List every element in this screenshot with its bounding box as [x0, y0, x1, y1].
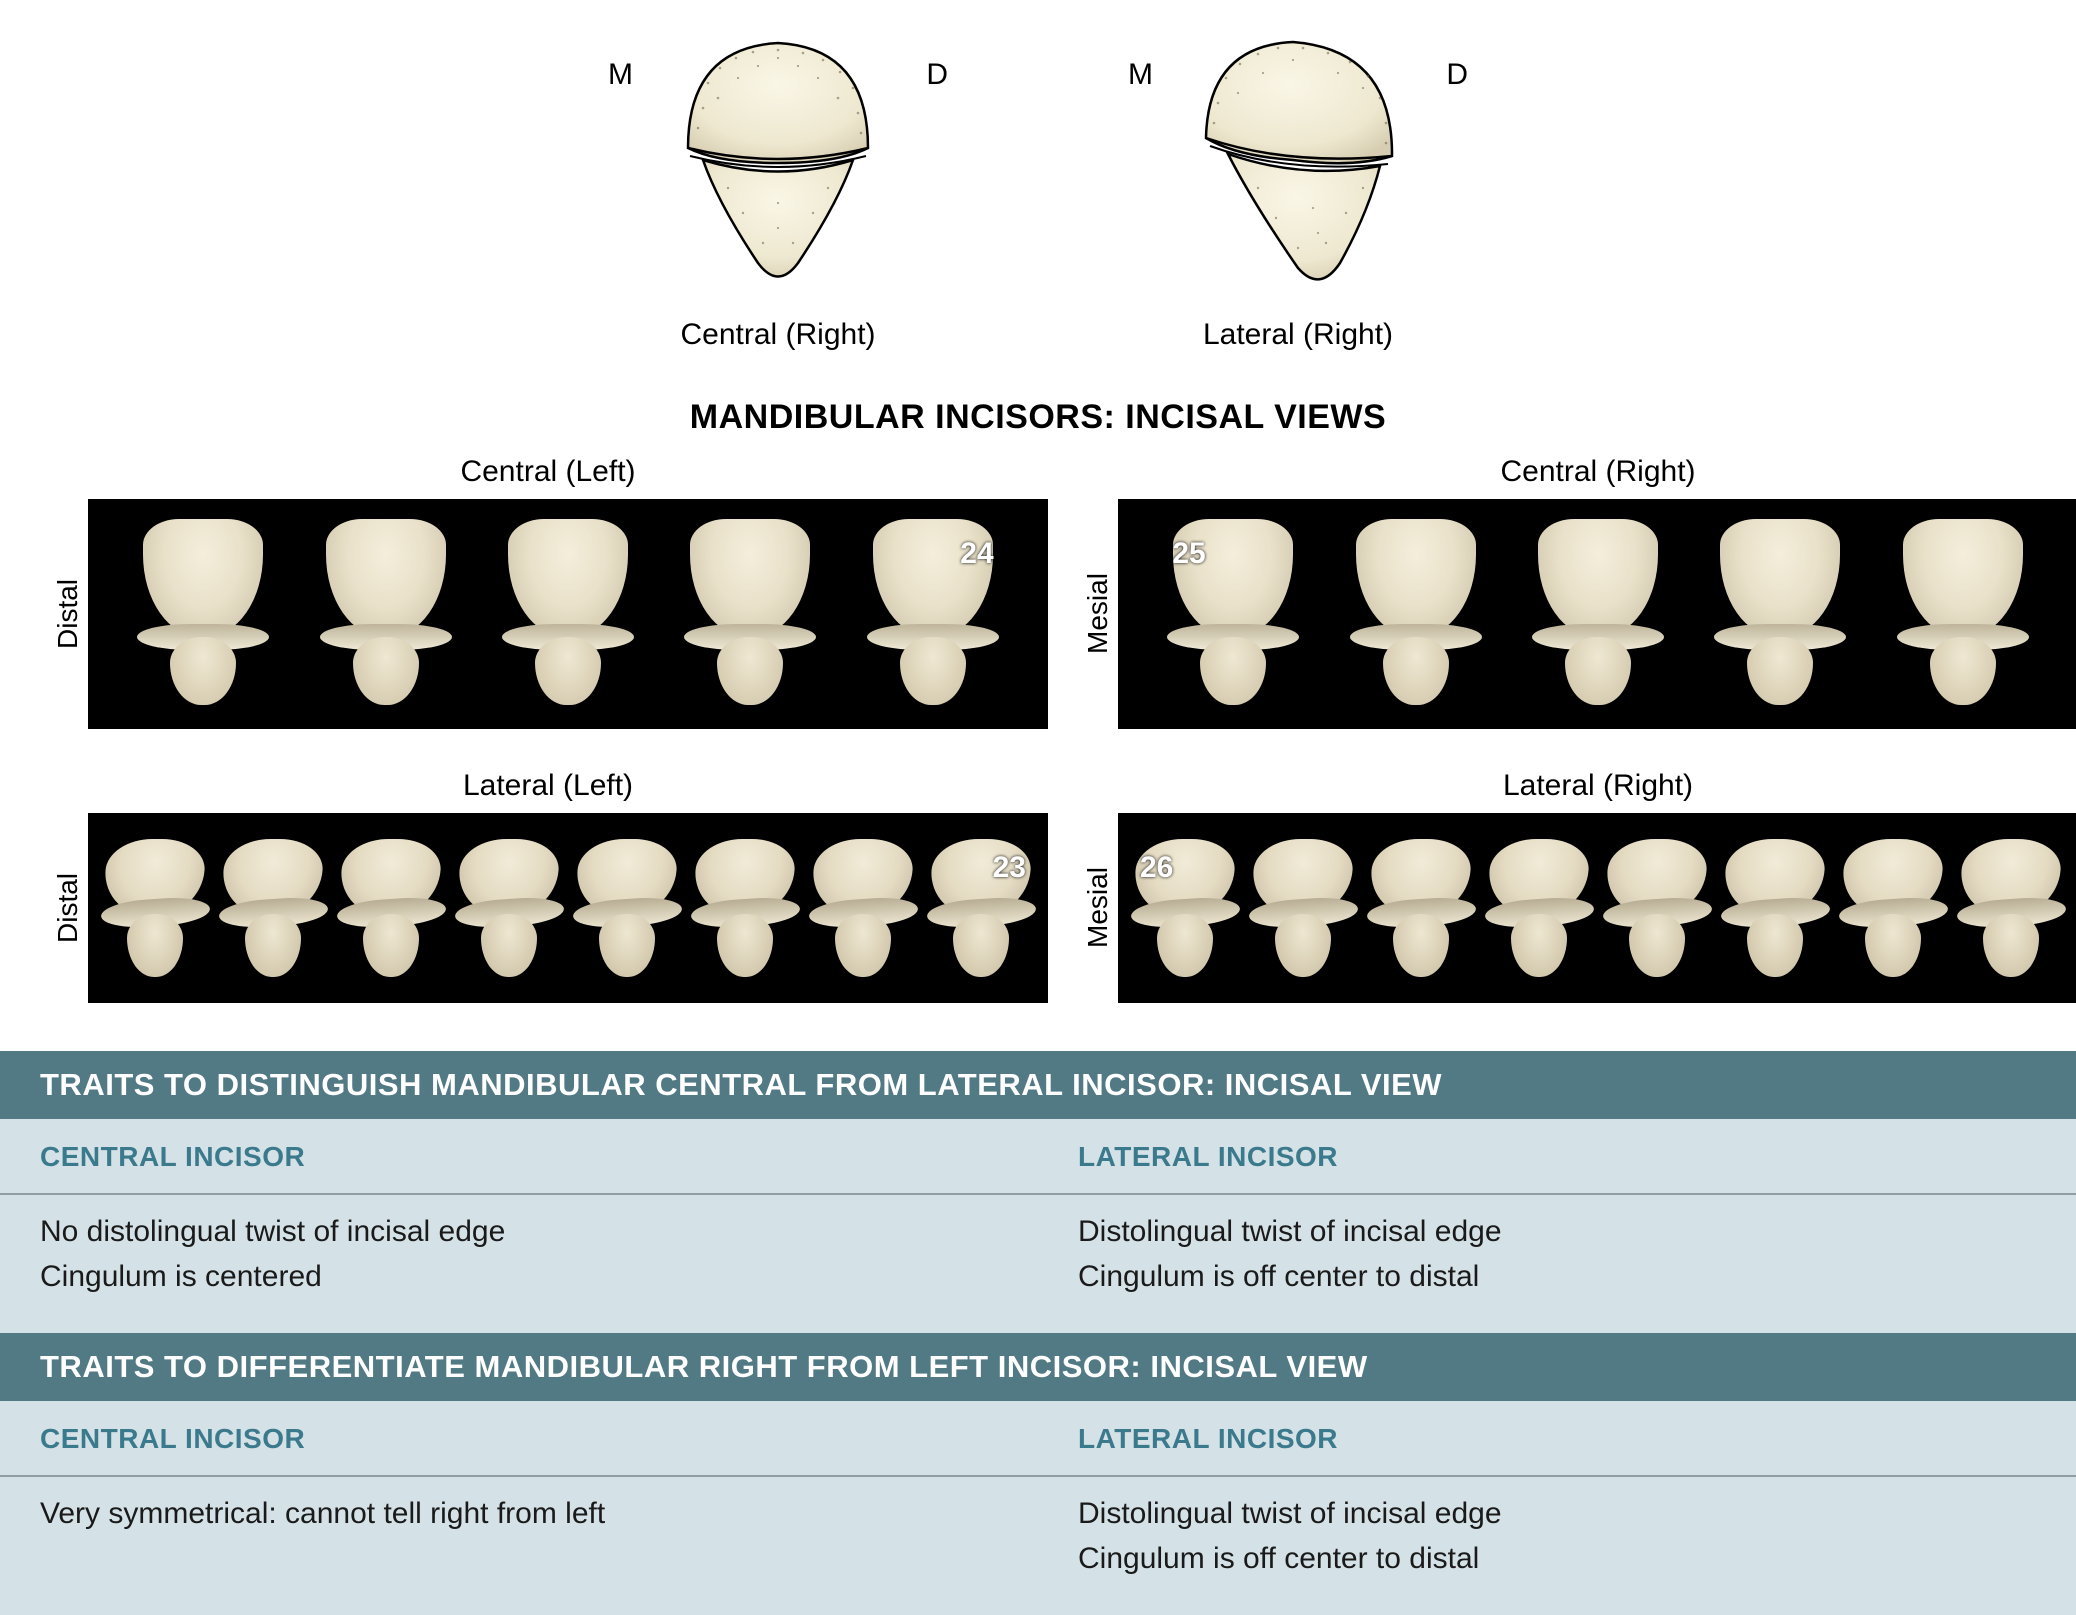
table1-right-head: LATERAL INCISOR — [1038, 1119, 2076, 1193]
table1-right-cell: Distolingual twist of incisal edgeCingul… — [1038, 1209, 2076, 1299]
photo-caption: Central (Left) — [460, 455, 635, 489]
tooth — [804, 833, 922, 983]
table2-right-head: LATERAL INCISOR — [1038, 1401, 2076, 1475]
table2-title: TRAITS TO DIFFERENTIATE MANDIBULAR RIGHT… — [0, 1333, 2076, 1401]
tooth — [1362, 833, 1480, 983]
photo-central-left: Central (Left) Distal 24 — [48, 455, 1048, 729]
table1-left-cell: No distolingual twist of incisal edgeCin… — [0, 1209, 1038, 1299]
table2-right-cell: Distolingual twist of incisal edgeCingul… — [1038, 1491, 2076, 1581]
tooth — [214, 833, 332, 983]
diagram-lateral: M D — [1128, 28, 1468, 352]
tooth — [675, 519, 825, 709]
tooth — [128, 519, 278, 709]
photo-central-right: Central (Right) Mesial 25 Distal — [1078, 455, 2076, 729]
photo-box: 23 — [88, 813, 1048, 1003]
tooth-number: 24 — [960, 537, 993, 571]
photo-caption: Lateral (Right) — [1503, 769, 1693, 803]
table1-title: TRAITS TO DISTINGUISH MANDIBULAR CENTRAL… — [0, 1051, 2076, 1119]
photo-box: 25 — [1118, 499, 2076, 729]
tooth — [1834, 833, 1952, 983]
m-label: M — [608, 58, 633, 92]
tooth — [332, 833, 450, 983]
table2-left-cell: Very symmetrical: cannot tell right from… — [0, 1491, 1038, 1581]
diagram-central: M D — [608, 28, 948, 352]
photo-caption: Lateral (Left) — [463, 769, 633, 803]
table1-body: CENTRAL INCISOR LATERAL INCISOR No disto… — [0, 1119, 2076, 1333]
tooth — [1244, 833, 1362, 983]
tooth — [1480, 833, 1598, 983]
d-label: D — [926, 58, 948, 92]
tooth-number: 26 — [1140, 851, 1173, 885]
tooth: 23 — [922, 833, 1040, 983]
tooth: 26 — [1126, 833, 1244, 983]
tooth — [1523, 519, 1673, 709]
central-incisor-diagram — [648, 28, 908, 298]
tooth — [493, 519, 643, 709]
photo-box: 26 — [1118, 813, 2076, 1003]
tooth — [1341, 519, 1491, 709]
photo-lateral-left: Lateral (Left) Distal 23 — [48, 769, 1048, 1003]
table2-left-head: CENTRAL INCISOR — [0, 1401, 1038, 1475]
tooth-number: 23 — [993, 851, 1026, 885]
lateral-incisor-diagram — [1168, 28, 1428, 298]
incisal-diagrams-row: M D — [0, 0, 2076, 364]
tooth: 24 — [858, 519, 1008, 709]
side-label-left: Mesial — [1078, 813, 1118, 1003]
m-label: M — [1128, 58, 1153, 92]
table1-left-head: CENTRAL INCISOR — [0, 1119, 1038, 1193]
tooth — [1952, 833, 2070, 983]
side-label-left: Distal — [48, 813, 88, 1003]
tooth — [1888, 519, 2038, 709]
tooth — [568, 833, 686, 983]
photo-lateral-right: Lateral (Right) Mesial 26 Distal — [1078, 769, 2076, 1003]
side-label-left: Distal — [48, 499, 88, 729]
tooth — [1705, 519, 1855, 709]
section-title: MANDIBULAR INCISORS: INCISAL VIEWS — [0, 398, 2076, 437]
tooth — [1598, 833, 1716, 983]
tooth — [311, 519, 461, 709]
tooth: 25 — [1158, 519, 1308, 709]
tooth — [1716, 833, 1834, 983]
diagram-caption-lateral: Lateral (Right) — [1203, 318, 1393, 352]
tooth — [450, 833, 568, 983]
photo-grid: Central (Left) Distal 24 Central (Right)… — [0, 455, 2076, 1003]
trait-tables: TRAITS TO DISTINGUISH MANDIBULAR CENTRAL… — [0, 1051, 2076, 1615]
tooth — [686, 833, 804, 983]
d-label: D — [1446, 58, 1468, 92]
table2-body: CENTRAL INCISOR LATERAL INCISOR Very sym… — [0, 1401, 2076, 1615]
side-label-left: Mesial — [1078, 499, 1118, 729]
diagram-caption-central: Central (Right) — [680, 318, 875, 352]
photo-box: 24 — [88, 499, 1048, 729]
tooth — [96, 833, 214, 983]
tooth-number: 25 — [1172, 537, 1205, 571]
photo-caption: Central (Right) — [1500, 455, 1695, 489]
